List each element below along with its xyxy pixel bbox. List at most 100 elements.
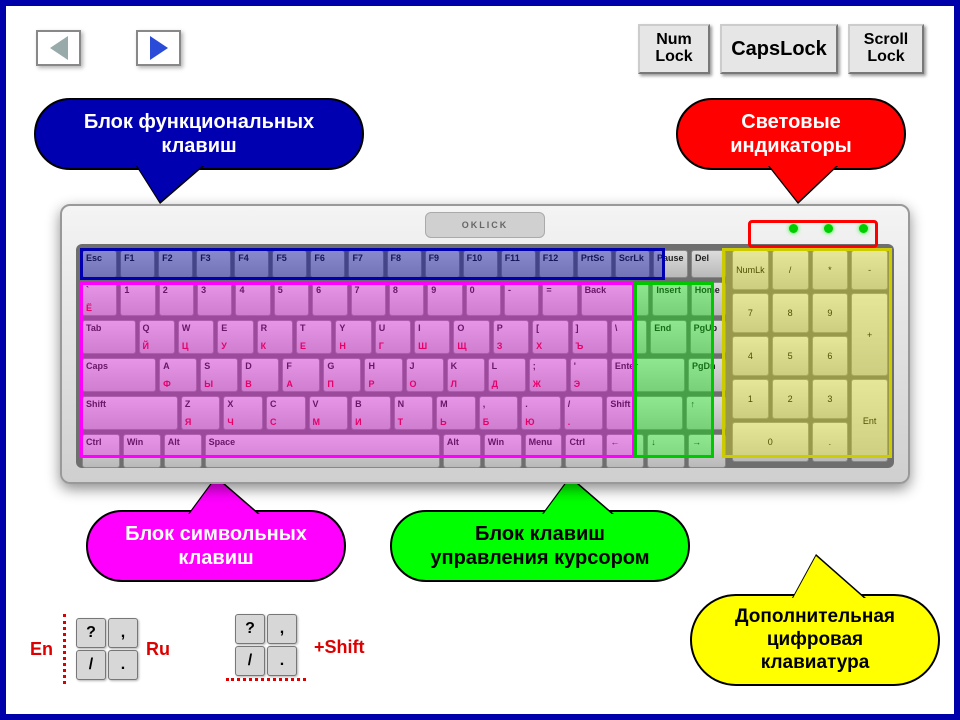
key[interactable]: 4	[235, 282, 270, 316]
key[interactable]: PrtSc	[577, 250, 612, 278]
numpad-key[interactable]: *	[812, 250, 849, 290]
key[interactable]: F1	[120, 250, 155, 278]
key[interactable]: Enter	[611, 358, 685, 392]
key[interactable]: GП	[323, 358, 361, 392]
key[interactable]: ;Ж	[529, 358, 567, 392]
key[interactable]: `Ё	[82, 282, 117, 316]
key[interactable]: Win	[123, 434, 161, 468]
key[interactable]: Alt	[164, 434, 202, 468]
key[interactable]: Menu	[525, 434, 563, 468]
key[interactable]: 5	[274, 282, 309, 316]
key[interactable]: ↑	[686, 396, 726, 430]
key[interactable]: /.	[564, 396, 604, 430]
key[interactable]: Shift	[606, 396, 683, 430]
key[interactable]: UГ	[375, 320, 411, 354]
key[interactable]: Insert	[652, 282, 687, 316]
key[interactable]: 1	[120, 282, 155, 316]
numpad-key[interactable]: 6	[812, 336, 849, 376]
key[interactable]: ←	[606, 434, 644, 468]
key[interactable]: Esc	[82, 250, 117, 278]
key[interactable]: Back	[581, 282, 650, 316]
key[interactable]: Alt	[443, 434, 481, 468]
key[interactable]: F7	[348, 250, 383, 278]
key[interactable]: 3	[197, 282, 232, 316]
numpad-key[interactable]: +	[851, 293, 888, 376]
key[interactable]: F10	[463, 250, 498, 278]
key[interactable]: End	[650, 320, 686, 354]
key[interactable]: QЙ	[139, 320, 175, 354]
key[interactable]: KЛ	[447, 358, 485, 392]
numpad-key[interactable]: NumLk	[732, 250, 769, 290]
key[interactable]: ZЯ	[181, 396, 221, 430]
key[interactable]: 2	[159, 282, 194, 316]
key[interactable]: MЬ	[436, 396, 476, 430]
key[interactable]: ↓	[647, 434, 685, 468]
key[interactable]: SЫ	[200, 358, 238, 392]
key[interactable]: F8	[387, 250, 422, 278]
key[interactable]: \	[611, 320, 647, 354]
numpad-key[interactable]: 7	[732, 293, 769, 333]
key[interactable]: WЦ	[178, 320, 214, 354]
key[interactable]: 9	[427, 282, 462, 316]
caps-lock-button[interactable]: CapsLock	[720, 24, 838, 74]
nav-forward-button[interactable]	[136, 30, 181, 66]
scroll-lock-button[interactable]: Scroll Lock	[848, 24, 924, 74]
key[interactable]: DВ	[241, 358, 279, 392]
key[interactable]: PgDn	[688, 358, 726, 392]
key[interactable]: 8	[389, 282, 424, 316]
key[interactable]: F2	[158, 250, 193, 278]
key[interactable]: F9	[425, 250, 460, 278]
numpad-key[interactable]: 5	[772, 336, 809, 376]
key[interactable]: ]Ъ	[572, 320, 608, 354]
key[interactable]: XЧ	[223, 396, 263, 430]
key[interactable]: 7	[351, 282, 386, 316]
numpad-key[interactable]: 2	[772, 379, 809, 419]
key[interactable]: 'Э	[570, 358, 608, 392]
numpad-key[interactable]: /	[772, 250, 809, 290]
key[interactable]: 0	[466, 282, 501, 316]
numpad-key[interactable]: -	[851, 250, 888, 290]
key[interactable]: Win	[484, 434, 522, 468]
numpad-key[interactable]: 1	[732, 379, 769, 419]
key[interactable]: Shift	[82, 396, 178, 430]
key[interactable]: F6	[310, 250, 345, 278]
key[interactable]: YН	[335, 320, 371, 354]
key[interactable]: BИ	[351, 396, 391, 430]
numpad-key[interactable]: 4	[732, 336, 769, 376]
numpad-key[interactable]: 8	[772, 293, 809, 333]
numpad-key[interactable]: .	[812, 422, 849, 462]
numpad-key[interactable]: 9	[812, 293, 849, 333]
key[interactable]: Pause	[653, 250, 688, 278]
key[interactable]: F5	[272, 250, 307, 278]
key[interactable]: .Ю	[521, 396, 561, 430]
key[interactable]: VМ	[309, 396, 349, 430]
key[interactable]: Ctrl	[82, 434, 120, 468]
key[interactable]: [Х	[532, 320, 568, 354]
key[interactable]: RК	[257, 320, 293, 354]
key[interactable]: ,Б	[479, 396, 519, 430]
key[interactable]: -	[504, 282, 539, 316]
key[interactable]: AФ	[159, 358, 197, 392]
key[interactable]: Tab	[82, 320, 136, 354]
key[interactable]: F4	[234, 250, 269, 278]
key[interactable]: 6	[312, 282, 347, 316]
key[interactable]: →	[688, 434, 726, 468]
key[interactable]: F12	[539, 250, 574, 278]
key[interactable]: EУ	[217, 320, 253, 354]
key[interactable]: Space	[205, 434, 440, 468]
key[interactable]: LД	[488, 358, 526, 392]
key[interactable]: IШ	[414, 320, 450, 354]
key[interactable]: NТ	[394, 396, 434, 430]
key[interactable]: F3	[196, 250, 231, 278]
key[interactable]: JО	[406, 358, 444, 392]
key[interactable]: TЕ	[296, 320, 332, 354]
num-lock-button[interactable]: Num Lock	[638, 24, 710, 74]
key[interactable]: OЩ	[453, 320, 489, 354]
key[interactable]: Home	[691, 282, 726, 316]
nav-back-button[interactable]	[36, 30, 81, 66]
numpad-key[interactable]: Ent	[851, 379, 888, 462]
key[interactable]: PЗ	[493, 320, 529, 354]
key[interactable]: CС	[266, 396, 306, 430]
key[interactable]: Del	[691, 250, 726, 278]
key[interactable]: F11	[501, 250, 536, 278]
